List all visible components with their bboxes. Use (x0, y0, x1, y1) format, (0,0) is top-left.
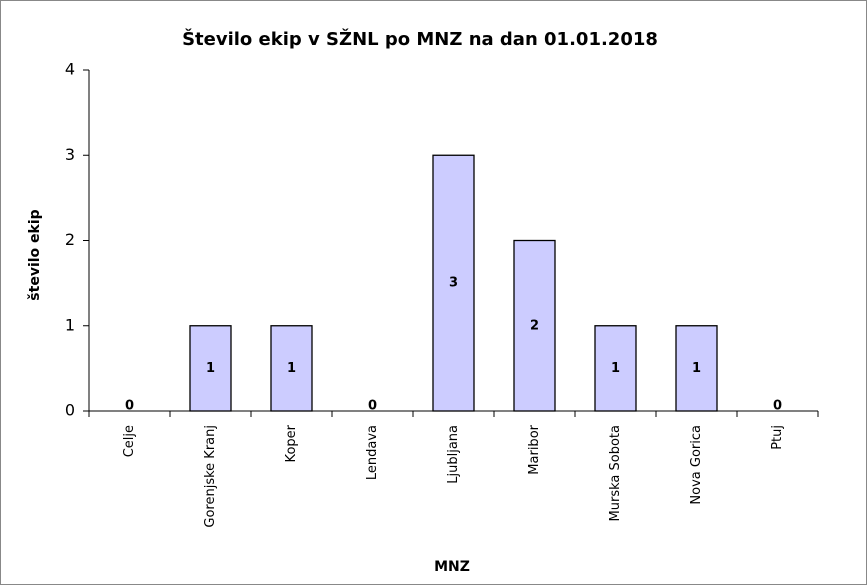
y-tick-label: 3 (65, 145, 75, 164)
x-tick-label: Lendava (365, 425, 380, 480)
x-tick-label: Ptuj (770, 425, 785, 450)
y-tick-label: 1 (65, 315, 75, 334)
data-label: 3 (449, 276, 458, 291)
data-label: 0 (368, 399, 377, 414)
bar (594, 325, 637, 412)
x-tick-label: Nova Gorica (689, 425, 704, 505)
data-label: 0 (773, 399, 782, 414)
x-tick-label: Ljubljana (446, 425, 461, 484)
data-label: 1 (611, 361, 620, 376)
chart-title: Število ekip v SŽNL po MNZ na dan 01.01.… (182, 28, 658, 50)
x-tick-label: Maribor (527, 424, 542, 474)
y-tick-label: 4 (65, 60, 75, 79)
y-tick-label: 2 (65, 230, 75, 249)
data-label: 1 (692, 361, 701, 376)
x-tick-label: Koper (284, 424, 299, 462)
x-tick-label: Gorenjske Kranj (203, 425, 218, 528)
data-label: 1 (206, 361, 215, 376)
bar (513, 239, 556, 412)
data-label: 1 (287, 361, 296, 376)
bar (675, 325, 718, 412)
x-tick-label: Celje (122, 425, 137, 457)
y-tick-label: 0 (65, 401, 75, 420)
x-axis-label: MNZ (434, 559, 470, 575)
x-tick-label: Murska Sobota (608, 425, 623, 521)
data-label: 2 (530, 318, 539, 333)
data-label: 0 (125, 399, 134, 414)
y-axis-label: število ekip (27, 209, 43, 300)
